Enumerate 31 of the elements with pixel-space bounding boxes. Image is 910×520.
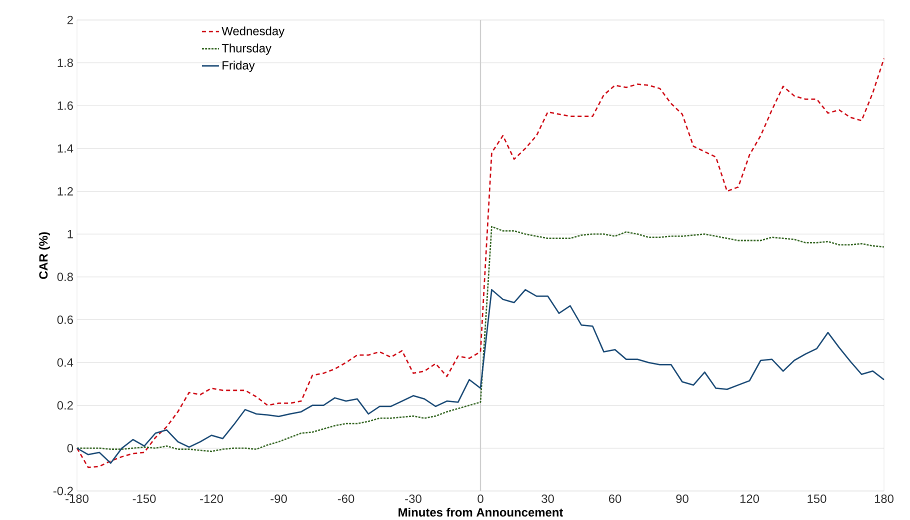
legend-label: Wednesday <box>222 26 285 38</box>
y-tick-label: 2 <box>67 16 73 24</box>
line-series <box>76 289 885 464</box>
x-tick-label: 120 <box>740 494 760 503</box>
x-axis-title: Minutes from Announcement <box>398 508 564 517</box>
legend-label: Thursday <box>222 44 272 55</box>
y-tick-label: -0.2 <box>53 486 73 496</box>
x-tick-label: -60 <box>338 494 354 503</box>
x-tick-label: 30 <box>542 494 554 503</box>
x-tick-label: -30 <box>405 494 422 503</box>
x-tick-label: -90 <box>270 494 287 503</box>
x-tick-label: 90 <box>676 494 688 503</box>
y-tick-label: 0.6 <box>57 316 73 324</box>
x-tick-label: -180 <box>66 494 89 503</box>
x-tick-label: 60 <box>608 494 622 503</box>
y-tick-label: 1.8 <box>58 58 73 68</box>
x-tick-label: 0 <box>478 494 484 503</box>
y-tick-label: 0 <box>67 444 74 452</box>
y-axis-title: CAR (%) <box>38 232 50 279</box>
y-tick-label: 1.4 <box>58 144 74 153</box>
y-tick-label: 0.4 <box>57 358 74 367</box>
y-tick-label: 1 <box>68 230 73 238</box>
legend-label: Friday <box>222 60 255 72</box>
y-tick-label: 0.8 <box>57 272 73 282</box>
x-tick-label: -150 <box>132 494 156 503</box>
y-tick-label: 0.2 <box>57 401 73 410</box>
x-tick-label: 180 <box>874 494 894 503</box>
y-tick-label: 1.6 <box>58 101 73 110</box>
x-tick-label: -120 <box>200 494 224 503</box>
y-tick-label: 1.2 <box>58 187 73 196</box>
x-tick-label: 150 <box>808 494 826 503</box>
